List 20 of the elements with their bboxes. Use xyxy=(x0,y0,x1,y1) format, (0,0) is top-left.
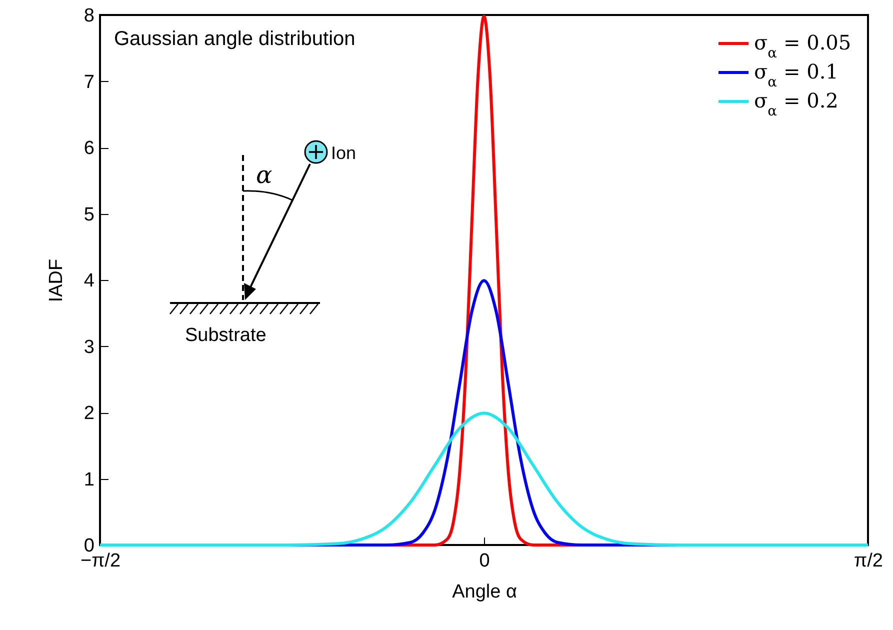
y-axis-title: IADF xyxy=(46,258,67,302)
y-tick-label: 3 xyxy=(84,336,94,358)
legend-label: σ$_{α}$ = 0.2 xyxy=(754,88,838,120)
y-tick-label: 6 xyxy=(84,138,94,159)
line-series xyxy=(98,412,870,546)
x-axis-title: Angle α xyxy=(452,582,517,602)
legend-label: σ$_{α}$ = 0.1 xyxy=(754,60,838,90)
annotation: Substrate xyxy=(185,325,266,346)
text: Gaussian angle distribution xyxy=(114,28,356,50)
y-tick-label: 8 xyxy=(84,6,94,26)
y-tick-label: 4 xyxy=(84,270,95,292)
x-tick-label: 0 xyxy=(479,550,490,572)
annotation: Ion xyxy=(331,143,356,163)
x-tick-label: π/2 xyxy=(854,550,883,572)
annotation: α xyxy=(256,161,272,189)
y-tick-label: 2 xyxy=(84,403,94,424)
y-tick-label: 7 xyxy=(84,72,94,93)
y-tick-label: 1 xyxy=(84,469,94,490)
legend-label: σ$_{α}$ = 0.05 xyxy=(754,30,852,62)
y-tick-label: 5 xyxy=(84,204,94,226)
